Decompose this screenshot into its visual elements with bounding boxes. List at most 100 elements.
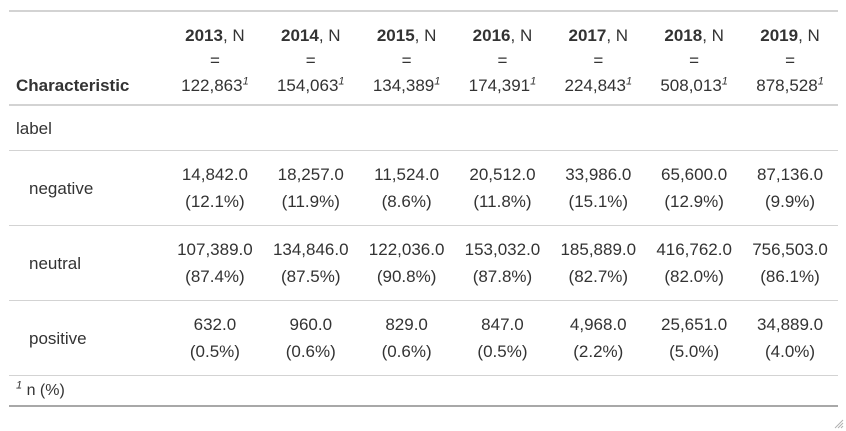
cell-count: 33,986.0 (565, 165, 632, 184)
year-header-2014: 2014, N = 154,0631 (263, 11, 359, 105)
equals-sign: = (593, 51, 604, 70)
table-cell: 4,968.0 (2.2%) (550, 300, 647, 376)
n-label: , N (606, 26, 629, 45)
cell-percent: (5.0%) (669, 342, 720, 361)
cell-count: 11,524.0 (374, 165, 440, 184)
cell-percent: (0.6%) (285, 342, 336, 361)
cell-percent: (12.9%) (664, 192, 724, 211)
table-cell: 185,889.0 (82.7%) (550, 225, 647, 301)
cell-count: 847.0 (481, 315, 524, 334)
cell-count: 20,512.0 (469, 165, 536, 184)
table-cell: 33,986.0 (15.1%) (550, 150, 647, 226)
cell-percent: (86.1%) (760, 267, 820, 286)
n-value: 122,863 (181, 76, 243, 95)
cell-percent: (0.5%) (477, 342, 528, 361)
n-value: 154,063 (276, 76, 339, 95)
header-row: Characteristic 2013, N = 122,8631 2014, N =… (9, 11, 838, 105)
table-cell: 960.0 (0.6%) (262, 300, 359, 376)
year-header-2017: 2017, N = 224,8431 (550, 11, 646, 105)
cell-percent: (87.4%) (185, 267, 245, 286)
cell-count: 18,257.0 (277, 165, 344, 184)
cell-percent: (87.5%) (281, 267, 341, 286)
table-row-positive: positive 632.0 (0.5%) 960.0 (0.6%) 829.0 (0… (9, 300, 838, 376)
table-row-neutral: neutral 107,389.0 (87.4%) 134,846.0 (87.5%… (9, 225, 838, 301)
cell-percent: (15.1%) (568, 192, 629, 211)
table-cell: 14,842.0 (12.1%) (167, 150, 263, 226)
resize-grip-icon[interactable] (832, 417, 844, 429)
cell-count: 756,503.0 (752, 240, 828, 259)
cell-percent: (4.0%) (764, 342, 816, 361)
cell-percent: (12.1%) (185, 192, 245, 211)
table-cell: 416,762.0 (82.0%) (646, 225, 743, 301)
n-value: 174,391 (468, 76, 531, 95)
footnote-mark: 1 (721, 75, 728, 88)
cell-percent: (11.9%) (281, 192, 340, 211)
cell-percent: (8.6%) (381, 192, 432, 211)
year-label: 2013 (185, 26, 223, 45)
n-label: , N (510, 26, 533, 45)
table-row-negative: negative 14,842.0 (12.1%) 18,257.0 (11.9%)… (9, 150, 838, 226)
cell-percent: (2.2%) (573, 342, 624, 361)
cell-count: 34,889.0 (756, 315, 824, 334)
footnote-text: n (%) (22, 382, 65, 399)
footnote-mark: 1 (530, 75, 537, 88)
characteristic-header-label: Characteristic (16, 76, 130, 95)
table-cell: 756,503.0 (86.1%) (742, 225, 838, 301)
equals-sign: = (689, 51, 700, 70)
equals-sign: = (401, 51, 412, 70)
equals-sign: = (497, 51, 508, 70)
year-label: 2017 (568, 26, 607, 45)
year-header-2015: 2015, N = 134,3891 (359, 11, 455, 105)
group-label: label (9, 105, 838, 151)
cell-count: 14,842.0 (181, 165, 249, 184)
cell-percent: (82.0%) (664, 267, 724, 286)
cell-count: 416,762.0 (656, 240, 732, 259)
year-header-2019: 2019, N = 878,5281 (742, 11, 838, 105)
row-label: positive (9, 300, 167, 376)
n-label: , N (318, 26, 341, 45)
table-cell: 25,651.0 (5.0%) (646, 300, 743, 376)
cell-count: 134,846.0 (272, 240, 349, 259)
n-label: , N (414, 26, 437, 45)
cell-count: 122,036.0 (368, 240, 445, 259)
group-row: label (9, 105, 838, 151)
year-header-2013: 2013, N = 122,8631 (167, 11, 263, 105)
cell-percent: (90.8%) (376, 267, 437, 286)
footnote-mark: 1 (242, 75, 249, 88)
footnote-mark: 1 (817, 75, 824, 88)
equals-sign: = (209, 51, 220, 70)
table-cell: 632.0 (0.5%) (167, 300, 263, 376)
cell-count: 153,032.0 (464, 240, 541, 259)
cell-count: 107,389.0 (177, 240, 253, 259)
table-cell: 18,257.0 (11.9%) (262, 150, 359, 226)
n-label: , N (222, 26, 245, 45)
year-label: 2015 (376, 26, 415, 45)
equals-sign: = (305, 51, 316, 70)
cell-count: 829.0 (385, 315, 428, 334)
year-label: 2016 (472, 26, 511, 45)
table-cell: 134,846.0 (87.5%) (262, 225, 359, 301)
cell-count: 25,651.0 (661, 315, 728, 334)
footnote: 1 n (%) (9, 375, 838, 407)
n-value: 224,843 (564, 76, 626, 95)
cell-count: 960.0 (289, 315, 333, 334)
year-label: 2018 (664, 26, 703, 45)
cell-percent: (0.5%) (189, 342, 240, 361)
year-label: 2014 (280, 26, 319, 45)
characteristic-header: Characteristic (9, 11, 167, 105)
year-header-2016: 2016, N = 174,3911 (455, 11, 551, 105)
year-label: 2019 (760, 26, 799, 45)
table-cell: 65,600.0 (12.9%) (646, 150, 743, 226)
footnote-mark: 1 (338, 75, 345, 88)
summary-table-container: Characteristic 2013, N = 122,8631 2014, N =… (9, 10, 838, 407)
footnote-row: 1 n (%) (9, 375, 838, 407)
table-cell: 847.0 (0.5%) (454, 300, 551, 376)
n-value: 508,013 (660, 76, 722, 95)
table-cell: 11,524.0 (8.6%) (358, 150, 455, 226)
summary-table: Characteristic 2013, N = 122,8631 2014, N =… (9, 10, 838, 407)
footnote-mark: 1 (434, 75, 441, 88)
year-header-2018: 2018, N = 508,0131 (646, 11, 742, 105)
cell-count: 65,600.0 (661, 165, 728, 184)
table-cell: 107,389.0 (87.4%) (167, 225, 263, 301)
cell-percent: (9.9%) (764, 192, 816, 211)
